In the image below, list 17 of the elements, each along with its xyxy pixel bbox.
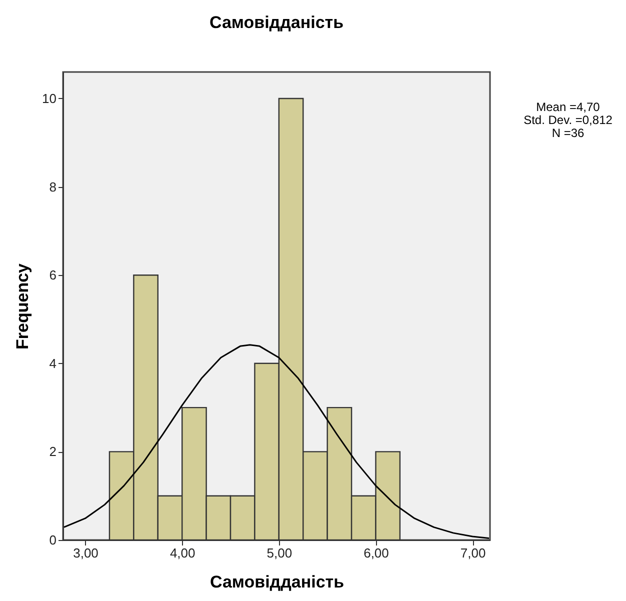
x-tick-label: 6,00 bbox=[364, 546, 389, 560]
y-tick-label: 2 bbox=[49, 444, 56, 460]
y-tick-label: 0 bbox=[49, 532, 56, 548]
chart-title: Самовідданість bbox=[209, 13, 344, 32]
y-tick-label: 4 bbox=[49, 356, 56, 371]
text: Std. Dev. =0,812 bbox=[524, 113, 613, 127]
y-tick-label: 8 bbox=[49, 179, 56, 194]
y-tick-label: 6 bbox=[49, 268, 56, 283]
x-axis-title: Самовідданість bbox=[210, 572, 344, 592]
x-tick-label: 4,00 bbox=[170, 546, 196, 560]
text: Mean =4,70 bbox=[536, 100, 600, 114]
x-tick-label: 3,00 bbox=[73, 546, 98, 560]
y-axis-title: Frequency bbox=[13, 262, 32, 350]
x-tick-label: 5,00 bbox=[266, 546, 292, 560]
x-tick-label: 7,00 bbox=[460, 546, 486, 560]
text: N =36 bbox=[552, 126, 584, 140]
y-tick-label: 10 bbox=[42, 90, 56, 106]
